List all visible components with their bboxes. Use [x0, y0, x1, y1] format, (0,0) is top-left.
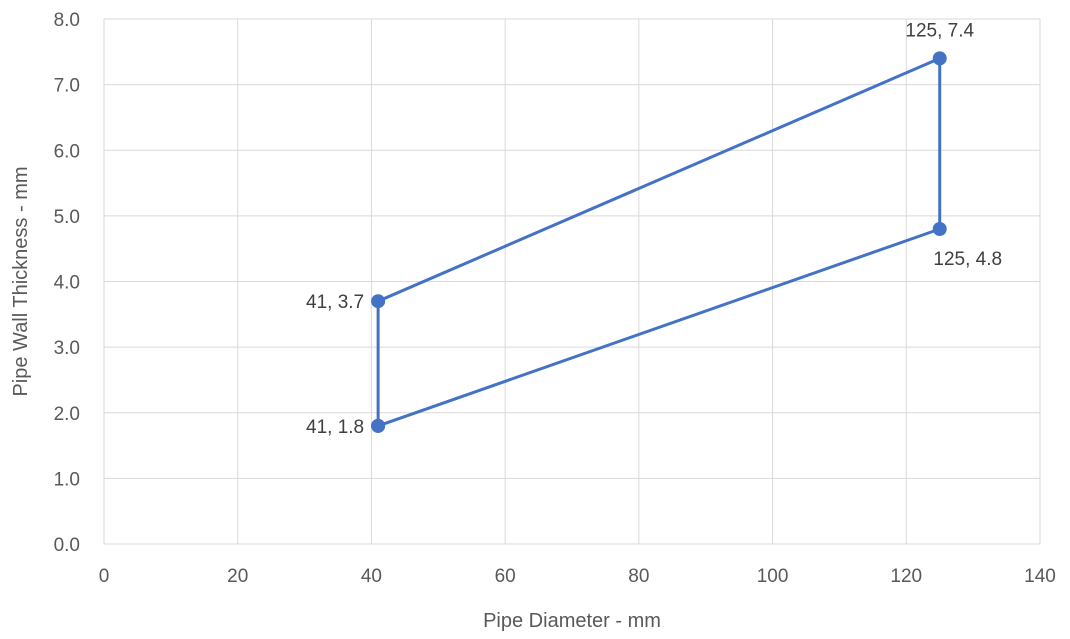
y-tick-label: 4.0 [54, 273, 80, 294]
y-axis-title: Pipe Wall Thickness - mm [10, 166, 32, 396]
x-tick-label: 40 [361, 566, 382, 587]
y-axis-tick-labels: 0.0 1.0 2.0 3.0 4.0 5.0 6.0 7.0 8.0 [54, 10, 80, 556]
data-label: 41, 1.8 [306, 417, 364, 438]
y-tick-label: 1.0 [54, 469, 80, 490]
y-tick-label: 6.0 [54, 141, 80, 162]
y-tick-label: 8.0 [54, 10, 80, 31]
y-tick-label: 3.0 [54, 338, 80, 359]
data-point [932, 222, 947, 236]
x-axis-title: Pipe Diameter - mm [483, 610, 661, 632]
grid-lines [103, 18, 1041, 545]
data-label: 41, 3.7 [306, 292, 364, 313]
data-point [932, 51, 947, 66]
x-tick-label: 80 [628, 566, 649, 587]
data-label: 125, 7.4 [905, 20, 974, 41]
y-tick-label: 5.0 [54, 207, 80, 228]
x-tick-label: 0 [99, 566, 110, 587]
series-line [376, 56, 942, 428]
x-tick-label: 140 [1024, 566, 1056, 587]
data-point [371, 294, 386, 309]
data-series [371, 51, 947, 433]
data-labels: 125, 7.4 125, 4.8 41, 3.7 41, 1.8 [306, 20, 1002, 438]
data-label: 125, 4.8 [933, 249, 1002, 270]
x-tick-label: 20 [227, 566, 248, 587]
y-tick-label: 2.0 [54, 404, 80, 425]
x-tick-label: 100 [757, 566, 789, 587]
data-point [371, 418, 386, 433]
y-tick-label: 0.0 [54, 535, 80, 556]
x-tick-label: 60 [495, 566, 516, 587]
y-tick-label: 7.0 [54, 76, 80, 97]
x-tick-label: 120 [890, 566, 922, 587]
x-axis-tick-labels: 0 20 40 60 80 100 120 140 [99, 566, 1056, 587]
